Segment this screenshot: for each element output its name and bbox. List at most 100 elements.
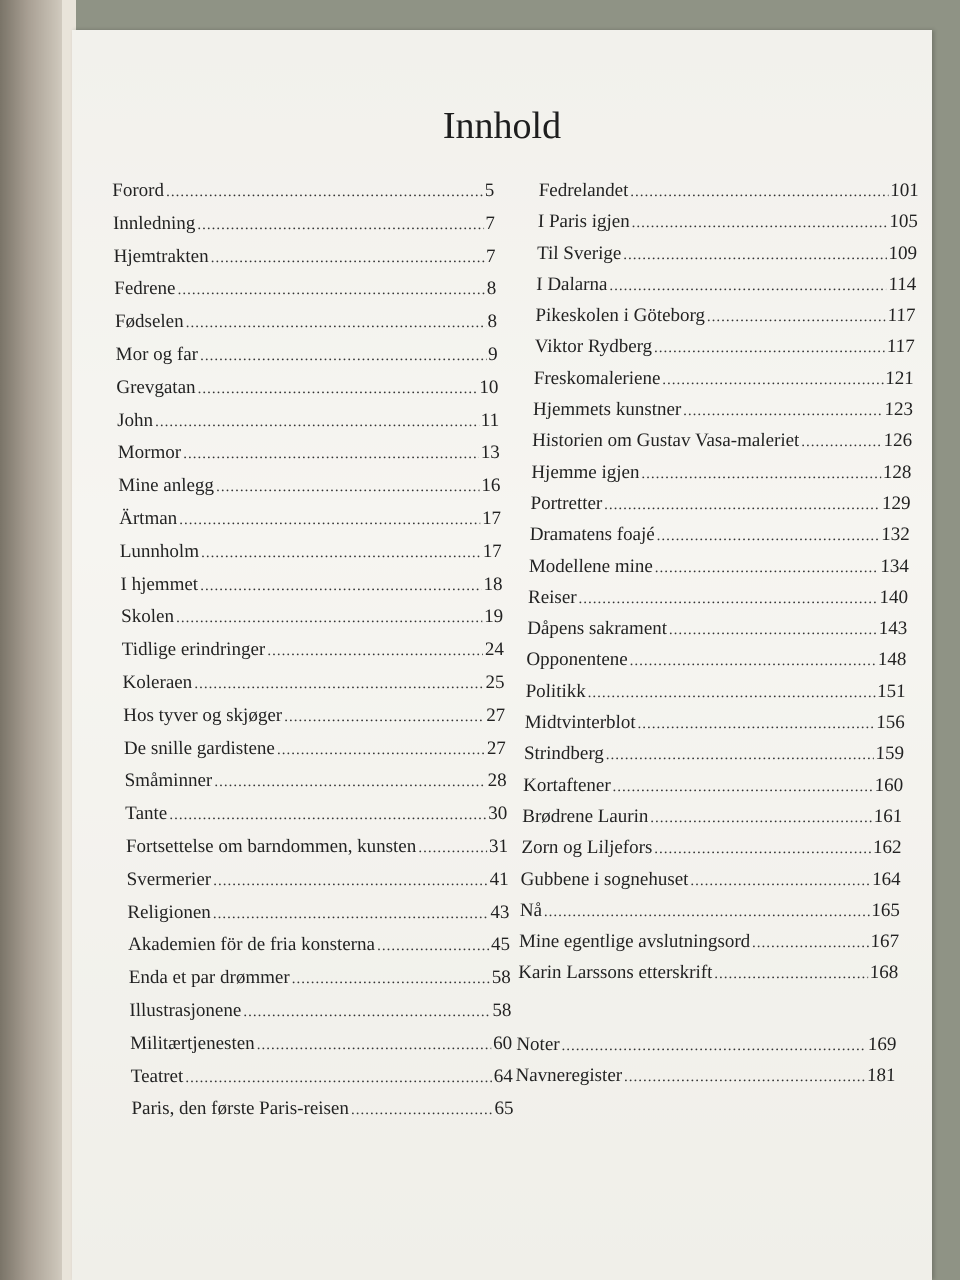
toc-entry-title: Fortsettelse om barndommen, kunsten [125,835,417,857]
toc-entry: Zorn og Liljefors 162 [521,837,902,868]
dot-leader [169,807,486,824]
dot-leader [418,840,487,857]
toc-entry-title: Militærtjenesten [129,1032,255,1054]
toc-entry-title: Småminner [124,770,213,792]
dot-leader [578,591,877,608]
toc-entry: Fedrene 8 [114,278,497,311]
toc-entry-page: 16 [481,475,501,497]
toc-entry: Tidlige erindringer 24 [122,639,505,672]
toc-entry-title: Skolen [120,606,175,628]
toc-entry-page: 159 [875,743,905,765]
spacer [517,994,898,1034]
dot-leader [185,1070,492,1087]
toc-entry-title: Pikeskolen i Göteborg [535,305,706,327]
toc-entry-title: Dramatens foajé [529,524,656,546]
toc-entry: Politikk 151 [525,681,906,712]
dot-leader [669,622,877,639]
toc-entry-page: 28 [487,770,507,792]
toc-entry-page: 160 [874,774,904,796]
toc-entry-page: 60 [492,1032,513,1054]
dot-leader [630,184,888,201]
toc-entry-title: Hjemmets kunstner [532,399,682,421]
toc-entry-page: 64 [493,1065,514,1087]
toc-entry-page: 151 [876,680,906,702]
toc-entry: I hjemmet 18 [120,574,503,607]
dot-leader [176,610,483,627]
toc-entry: Viktor Rydberg 117 [534,336,915,367]
toc-entry: Militærtjenesten 60 [130,1033,513,1066]
toc-entry-page: 30 [488,803,508,825]
toc-entry-page: 17 [481,507,502,529]
toc-entry-page: 13 [480,442,500,464]
dot-leader [210,250,484,267]
toc-entry-page: 169 [867,1033,897,1055]
toc-entry-page: 19 [483,606,504,628]
toc-entry-title: De snille gardistene [123,737,276,759]
dot-leader [655,560,879,577]
toc-entry-page: 164 [871,868,901,890]
toc-entry: Navneregister 181 [515,1065,896,1096]
toc-entry-page: 43 [490,901,510,923]
toc-entry-page: 24 [484,639,505,661]
toc-entry-title: Viktor Rydberg [534,336,653,358]
dot-leader [561,1038,866,1055]
toc-entry: Fortsettelse om barndommen, kunsten 31 [126,836,509,869]
dot-leader [197,381,477,398]
toc-entry: Mine anlegg 16 [118,475,501,508]
toc-entry-title: Grevgatan [116,376,196,398]
dot-leader [185,315,485,332]
toc-entry: Opponentene 148 [526,649,907,680]
toc-entry-page: 8 [487,311,498,333]
toc-entry: Strindberg 159 [523,743,905,774]
toc-entry: Reiser 140 [528,587,909,618]
toc-entry-title: Portretter [530,492,603,514]
toc-entry-page: 58 [492,999,512,1021]
toc-entry-title: Paris, den første Paris-reisen [131,1098,350,1120]
toc-entry: I Paris igjen 105 [537,211,919,242]
dot-leader [650,810,872,827]
dot-leader [606,747,874,764]
dot-leader [201,545,481,562]
dot-leader [194,676,484,693]
dot-leader [801,434,882,451]
toc-entry-title: Hos tyver og skjøger [123,704,283,726]
toc-entry-title: Fødselen [114,311,184,333]
toc-entry: Teatret 64 [131,1066,514,1099]
toc-entry: Hjemtrakten 7 [113,246,496,279]
toc-entry-title: Gubbene i sognehuset [520,868,689,890]
toc-entry-title: Ärtman [118,507,178,529]
toc-entry: Paris, den første Paris-reisen 65 [131,1098,514,1131]
toc-entry: Modellene mine 134 [528,556,910,587]
toc-entry: Mormor 13 [118,442,501,475]
toc-entry-title: Illustrasjonene [129,999,242,1021]
toc-entry-title: Politikk [525,680,587,702]
toc-entry-title: Mor og far [115,343,199,365]
toc-entry: Hos tyver og skjøger 27 [123,705,506,738]
dot-leader [544,904,870,921]
dot-leader [213,906,489,923]
dot-leader [714,966,868,983]
dot-leader [351,1102,493,1119]
toc-entry-page: 165 [871,899,901,921]
dot-leader [707,309,886,326]
toc-entry-page: 148 [877,649,907,671]
toc-entry: Fedrelandet 101 [538,180,919,211]
toc-entry: Akademien för de fria konsterna 45 [128,934,511,967]
dot-leader [214,774,486,791]
toc-entry: Midtvinterblot 156 [524,712,906,743]
toc-entry-title: I hjemmet [120,573,199,595]
dot-leader [177,282,485,299]
toc-entry-page: 27 [486,737,507,759]
dot-leader [213,873,488,890]
book-spine [0,0,70,1280]
toc-entry: Pikeskolen i Göteborg 117 [535,305,916,336]
dot-leader [277,742,485,759]
toc-entry: Enda et par drømmer 58 [129,967,512,1000]
toc-entry-page: 58 [491,967,511,989]
toc-entry-page: 8 [486,278,497,300]
toc-entry-page: 65 [494,1098,514,1120]
toc-entry: Illustrasjonene 58 [129,1000,512,1033]
dot-leader [752,935,869,952]
toc-entry: Gubbene i sognehuset 164 [520,869,901,900]
toc-entry: Noter 169 [516,1034,897,1065]
